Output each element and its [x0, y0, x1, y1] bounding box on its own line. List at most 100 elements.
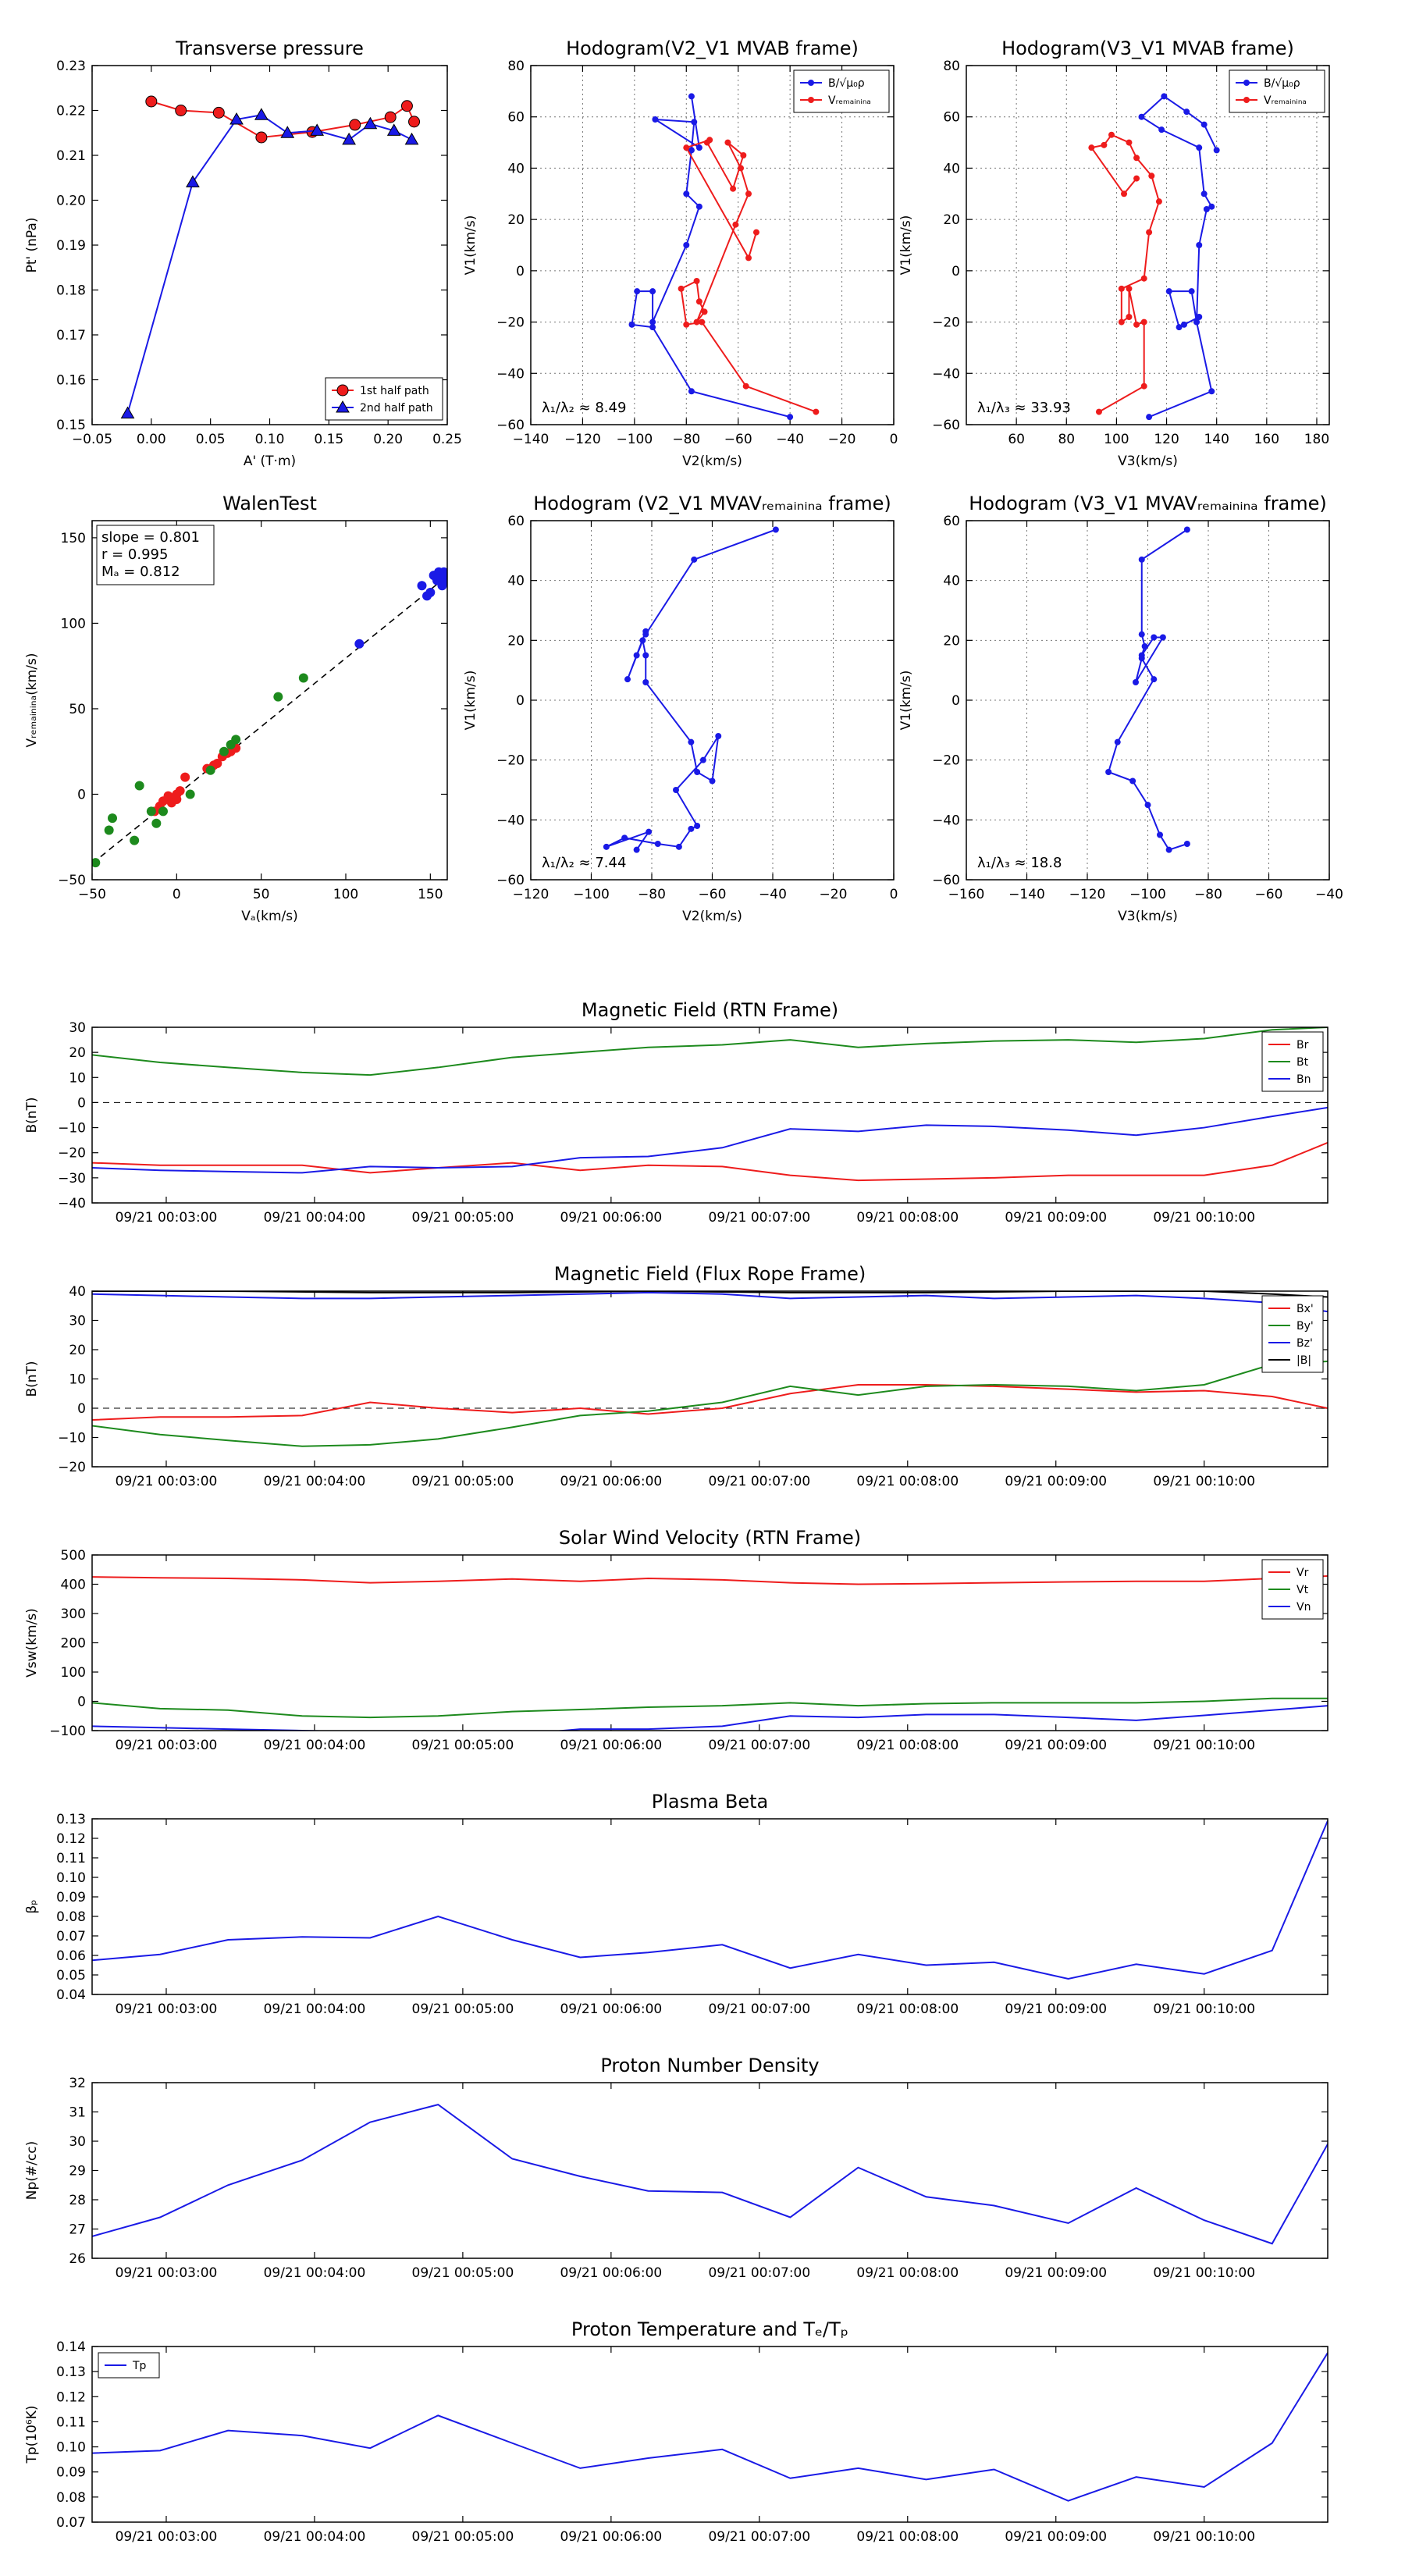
x-tick-label: 09/21 00:08:00	[856, 1210, 959, 1226]
legend-marker	[808, 80, 814, 86]
x-tick-label: 09/21 00:03:00	[116, 2529, 218, 2545]
x-tick-label: 150	[418, 887, 443, 902]
chart-proton-number-density: Proton Number Density 09/21 00:03:00 09/21…	[24, 2055, 1329, 2281]
data-point	[642, 628, 649, 635]
y-tick-label: 32	[69, 2076, 86, 2091]
legend-label: Vt	[1297, 1584, 1309, 1596]
x-tick-label: −50	[78, 887, 106, 902]
legend-label: B/√μ₀ρ	[828, 77, 865, 90]
data-point	[1144, 802, 1151, 809]
data-point	[1133, 155, 1140, 162]
chart-hodogram-v2v1-mvav: Hodogram (V2_V1 MVAVᵣₑₘₐᵢₙᵢₙₐ frame) −120…	[463, 493, 898, 924]
legend-label: Bx'	[1297, 1303, 1314, 1315]
y-tick-label: 80	[943, 59, 960, 74]
y-tick-label: −30	[58, 1171, 86, 1187]
chart-walen-test: WalenTest −50 0 50 100 150 −50 0 50 100 150 Vₐ(km/s…	[24, 493, 448, 924]
y-axis-label: B(nT)	[24, 1097, 40, 1133]
y-axis-label: Vsw(km/s)	[24, 1608, 40, 1678]
y-tick-label: 0.09	[56, 2465, 86, 2481]
stats-line: Mₐ = 0.812	[101, 564, 180, 580]
data-point	[709, 777, 716, 785]
y-tick-label: 0.08	[56, 2490, 86, 2506]
chart-proton-temperature: Proton Temperature and Tₑ/Tₚ 09/21 00:03:…	[24, 2318, 1329, 2545]
series-line-1	[680, 139, 816, 413]
x-tick-label: 50	[253, 887, 270, 902]
x-tick-label: 0	[890, 432, 898, 447]
data-point	[1146, 229, 1153, 236]
chart-magnetic-field-flux-rope: Magnetic Field (Flux Rope Frame) 09/21 00…	[24, 1263, 1329, 1489]
data-point	[158, 806, 168, 817]
y-tick-label: −40	[496, 813, 525, 828]
x-tick-label: 09/21 00:07:00	[708, 1210, 810, 1226]
y-tick-label: 0.11	[56, 1851, 86, 1866]
y-tick-label: 0	[951, 264, 960, 279]
data-point	[175, 105, 187, 116]
y-tick-label: 100	[61, 1665, 86, 1681]
y-tick-label: 0.13	[56, 1812, 86, 1827]
x-tick-label: 09/21 00:08:00	[856, 2001, 959, 2017]
series-line-0	[92, 2352, 1328, 2502]
x-tick-label: 09/21 00:06:00	[560, 1210, 662, 1226]
data-point	[1133, 321, 1140, 328]
x-tick-label: 180	[1304, 432, 1329, 447]
y-tick-label: 0.22	[56, 104, 86, 119]
data-point	[354, 639, 365, 649]
y-axis-label: Vᵣₑₘₐᵢₙᵢₙₐ(km/s)	[24, 653, 40, 748]
series-line-1	[92, 1697, 1328, 1719]
x-tick-label: 120	[1154, 432, 1179, 447]
x-tick-label: 0.20	[373, 432, 403, 447]
y-tick-label: −40	[496, 366, 525, 382]
data-point	[752, 229, 759, 236]
data-point	[255, 131, 268, 144]
legend-label: Br	[1297, 1039, 1309, 1051]
data-point	[628, 321, 635, 328]
data-point	[691, 119, 698, 126]
x-tick-label: 09/21 00:07:00	[708, 1474, 810, 1489]
plot-area	[92, 1027, 1328, 1182]
x-tick-label: 09/21 00:10:00	[1153, 1210, 1255, 1226]
x-tick-label: 09/21 00:08:00	[856, 2265, 959, 2281]
x-tick-label: −120	[513, 887, 550, 902]
y-tick-label: 0.23	[56, 59, 86, 74]
x-tick-label: 09/21 00:09:00	[1005, 2529, 1107, 2545]
legend-box	[325, 377, 443, 421]
data-point	[386, 123, 401, 136]
y-tick-label: 0	[77, 787, 86, 802]
x-tick-label: 09/21 00:08:00	[856, 1738, 959, 1753]
y-tick-label: 0	[516, 693, 525, 709]
data-point	[254, 108, 269, 120]
axes-frame	[966, 65, 1330, 425]
data-point	[694, 823, 701, 829]
data-point	[425, 588, 436, 597]
legend: Tp	[98, 2352, 160, 2379]
y-tick-label: −40	[58, 1196, 86, 1212]
data-point	[1146, 414, 1153, 421]
x-tick-label: 09/21 00:06:00	[560, 2001, 662, 2017]
y-tick-label: 0.20	[56, 194, 86, 209]
x-tick-label: 09/21 00:09:00	[1005, 2001, 1107, 2017]
data-point	[652, 116, 659, 123]
chart-hodogram-v2v1-mvab: Hodogram(V2_V1 MVAB frame) −140 −120 −100 −8…	[463, 37, 898, 469]
chart-hodogram-v3v1-mvab: Hodogram(V3_V1 MVAB frame) 60 80 100 120 140 1…	[898, 37, 1330, 469]
y-tick-label: 10	[69, 1372, 86, 1388]
data-point	[740, 152, 747, 158]
data-point	[146, 806, 156, 817]
data-point	[1118, 318, 1125, 326]
series-line-1	[126, 114, 412, 414]
axes-frame	[91, 1290, 1329, 1468]
x-tick-label: 09/21 00:05:00	[412, 2265, 514, 2281]
data-point	[649, 324, 656, 331]
data-point	[1126, 139, 1133, 146]
x-axis-label: V2(km/s)	[682, 909, 742, 924]
data-point	[742, 382, 749, 390]
data-point	[642, 679, 649, 685]
x-tick-label: 09/21 00:07:00	[708, 2529, 810, 2545]
lambda-annotation: λ₁/λ₂ ≈ 8.49	[542, 400, 626, 416]
x-tick-label: −80	[638, 887, 666, 902]
y-tick-label: 0.16	[56, 373, 86, 389]
x-tick-label: −80	[672, 432, 700, 447]
y-tick-label: −20	[932, 753, 960, 769]
data-point	[280, 126, 295, 138]
legend-marker	[1243, 80, 1250, 86]
data-point	[229, 112, 244, 125]
